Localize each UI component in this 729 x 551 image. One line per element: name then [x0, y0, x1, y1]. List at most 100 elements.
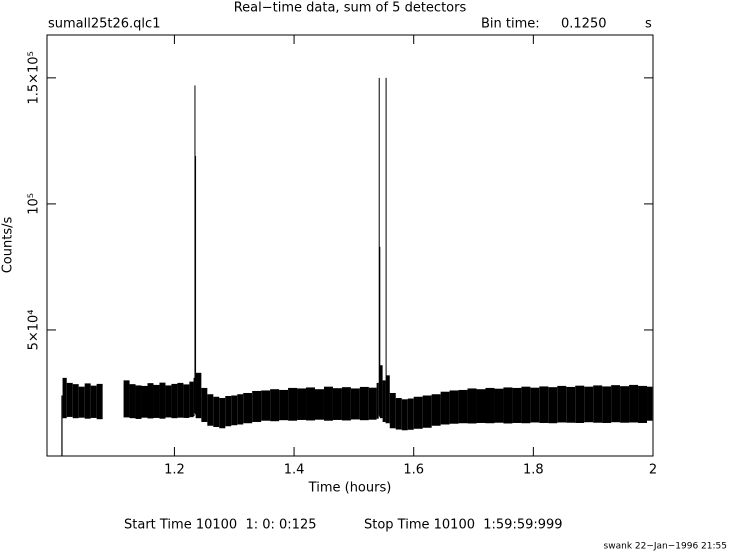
count-range — [195, 156, 197, 415]
count-range — [385, 77, 387, 424]
count-range — [279, 389, 289, 421]
count-range — [611, 385, 621, 423]
count-range — [407, 398, 414, 430]
start-time: Start Time 10100 1: 0: 0:125 — [124, 518, 317, 533]
count-range — [629, 384, 639, 423]
count-range — [231, 395, 238, 426]
count-range — [315, 389, 324, 420]
count-range — [389, 392, 396, 429]
count-range — [566, 386, 576, 423]
count-range — [359, 386, 369, 421]
count-range — [530, 387, 540, 423]
count-range — [440, 391, 450, 425]
count-range — [379, 365, 383, 419]
count-range — [195, 372, 202, 419]
count-range — [261, 390, 271, 421]
x-tick-label: 1.2 — [164, 463, 185, 478]
y-tick-label: 10⁵ — [27, 193, 42, 215]
count-range — [123, 380, 130, 418]
count-range — [584, 386, 594, 423]
count-range — [413, 396, 423, 429]
count-range — [153, 384, 160, 418]
count-range — [593, 385, 603, 423]
footer: swank 22−Jan−1996 21:55 — [604, 542, 727, 551]
y-tick-label: 1.5×10⁵ — [27, 51, 42, 104]
count-range — [96, 383, 103, 420]
x-tick-label: 2 — [649, 463, 657, 478]
count-range — [485, 387, 495, 424]
count-range — [467, 388, 477, 424]
count-range — [332, 388, 342, 420]
count-range — [66, 382, 73, 417]
bin-unit: s — [645, 17, 652, 32]
x-tick-label: 1.8 — [523, 463, 544, 478]
count-range — [252, 390, 262, 422]
count-range — [159, 382, 166, 419]
count-range — [382, 380, 386, 422]
count-range — [194, 85, 196, 414]
x-tick-label: 1.4 — [284, 463, 305, 478]
count-range — [476, 389, 486, 423]
y-axis-label: Counts/s — [1, 217, 16, 274]
bin-value: 0.1250 — [561, 17, 607, 32]
count-range — [129, 384, 136, 419]
count-range — [378, 77, 380, 416]
count-range — [78, 386, 85, 418]
count-range — [350, 388, 360, 420]
count-range — [297, 388, 307, 420]
count-range — [237, 394, 244, 425]
count-range — [189, 381, 194, 418]
count-range — [602, 386, 612, 423]
stop-time: Stop Time 10100 1:59:59:999 — [364, 518, 563, 533]
count-range — [548, 387, 558, 424]
count-range — [270, 389, 280, 422]
count-range — [201, 387, 208, 422]
count-range — [135, 385, 142, 419]
count-range — [207, 394, 214, 426]
count-range — [323, 386, 333, 421]
count-range — [575, 385, 585, 423]
count-range — [376, 382, 379, 419]
count-range — [61, 395, 63, 456]
count-range — [422, 395, 432, 428]
count-range — [539, 386, 549, 423]
count-range — [341, 387, 351, 421]
count-range — [521, 386, 531, 424]
count-range — [193, 377, 195, 417]
count-range — [165, 385, 172, 418]
count-range — [141, 385, 148, 418]
count-range — [431, 394, 441, 426]
count-range — [503, 387, 513, 424]
x-axis-label: Time (hours) — [308, 481, 392, 496]
count-range — [183, 384, 190, 418]
count-range — [171, 383, 178, 419]
count-range — [647, 386, 653, 421]
count-range — [225, 396, 232, 427]
count-range — [386, 375, 390, 424]
count-range — [147, 383, 154, 419]
count-range — [177, 382, 184, 418]
y-tick-label: 5×10⁴ — [27, 309, 42, 350]
count-range — [306, 387, 316, 421]
count-range — [401, 399, 408, 431]
chart-title: Real−time data, sum of 5 detectors — [234, 1, 467, 16]
count-range — [219, 398, 226, 429]
count-range — [557, 385, 567, 423]
count-range — [84, 383, 91, 419]
count-range — [494, 388, 504, 423]
count-range — [243, 392, 253, 424]
count-range — [288, 387, 298, 421]
count-range — [512, 387, 522, 423]
count-range — [458, 389, 468, 424]
count-range — [368, 387, 377, 420]
count-range — [72, 384, 79, 419]
x-tick-label: 1.6 — [403, 463, 424, 478]
count-range — [62, 377, 67, 419]
count-range — [638, 385, 648, 423]
bin-label: Bin time: — [481, 17, 540, 32]
file-label: sumall25t26.qlc1 — [48, 17, 160, 32]
count-range — [620, 386, 630, 423]
count-range — [213, 396, 220, 428]
